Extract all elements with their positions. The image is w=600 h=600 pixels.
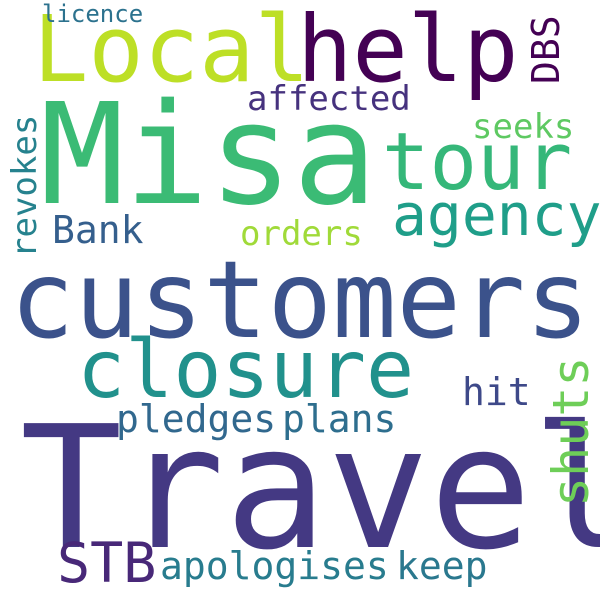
word-pledges: pledges	[116, 397, 277, 441]
word-closure: closure	[77, 323, 415, 416]
word-travel: Travel	[20, 390, 600, 588]
word-agency: agency	[392, 181, 600, 249]
word-tour: tour	[382, 116, 573, 208]
word-help: help	[297, 0, 519, 103]
word-local: Local	[33, 0, 310, 103]
word-customers: customers	[10, 239, 590, 363]
word-plans: plans	[282, 397, 397, 441]
word-stb: STB	[57, 531, 157, 595]
word-dbs: DBS	[524, 15, 568, 84]
word-shuts: shuts	[542, 356, 600, 507]
word-misa: Misa	[40, 74, 378, 237]
word-licence: licence	[42, 0, 144, 28]
word-keep: keep	[396, 544, 488, 588]
word-hit: hit	[462, 370, 531, 414]
word-affected: affected	[247, 79, 411, 119]
word-bank: Bank	[52, 208, 144, 252]
word-revokes: revokes	[5, 114, 45, 258]
word-apologises: apologises	[160, 544, 389, 588]
word-seeks: seeks	[472, 107, 575, 147]
word-orders: orders	[240, 214, 363, 254]
